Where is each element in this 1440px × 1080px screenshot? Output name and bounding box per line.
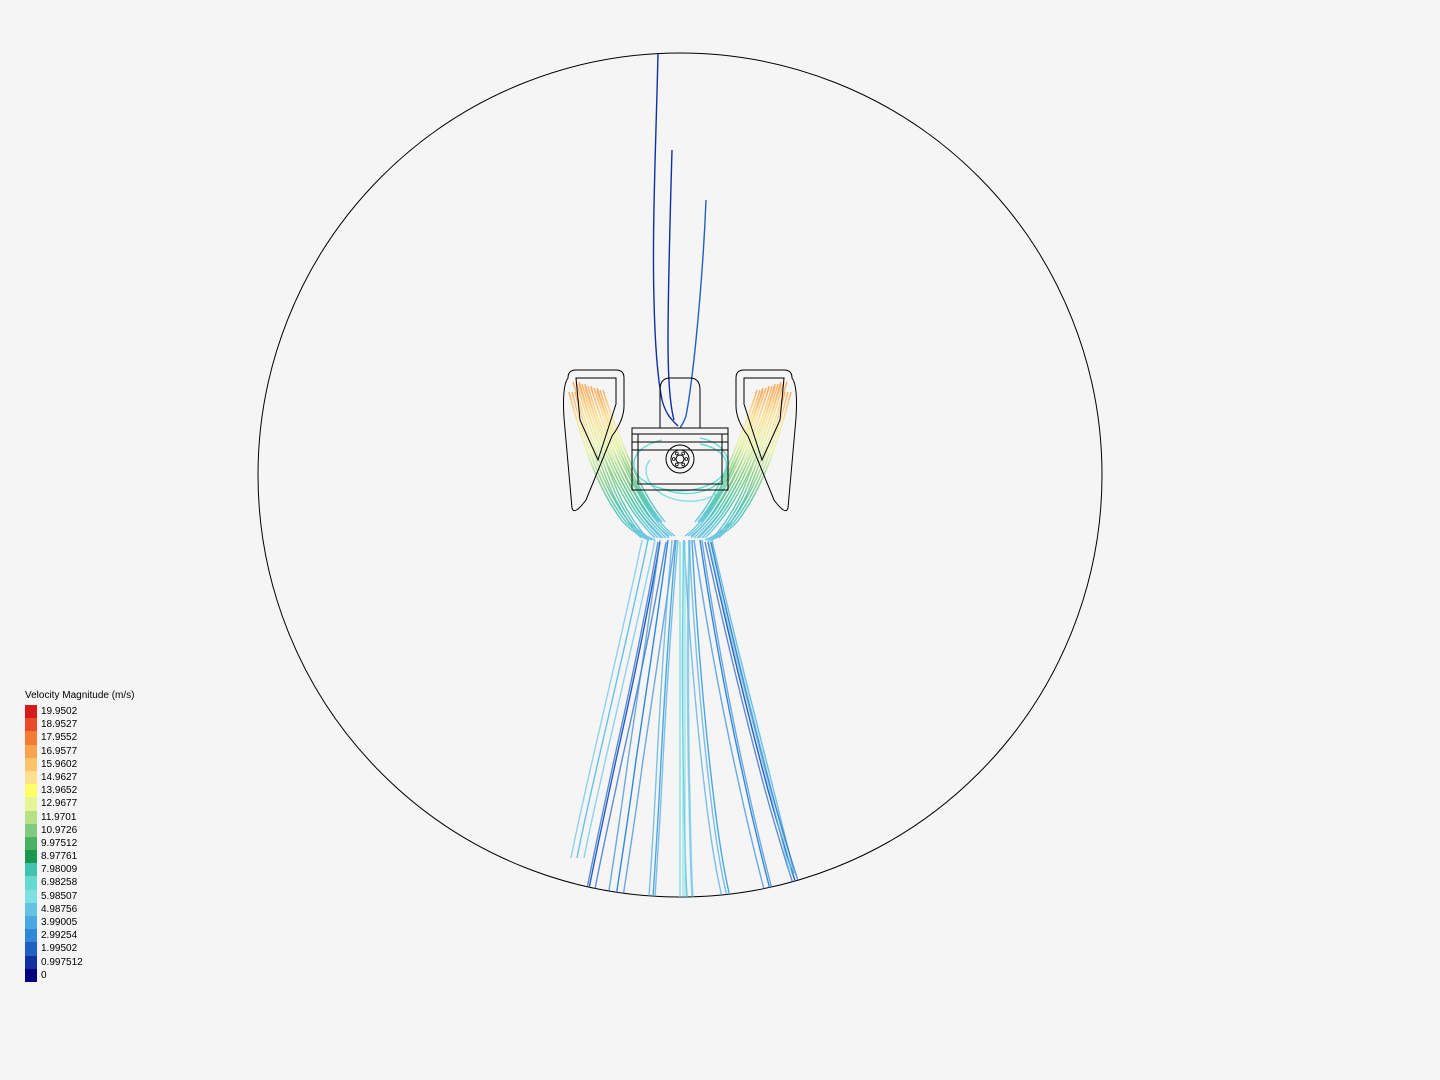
legend-swatch: [25, 705, 37, 718]
legend-row: 10.9726: [25, 824, 135, 837]
legend-row: 19.9502: [25, 705, 135, 718]
color-legend: Velocity Magnitude (m/s) 19.950218.95271…: [25, 690, 135, 982]
streamlines: [569, 54, 803, 897]
legend-swatch: [25, 745, 37, 758]
legend-row: 3.99005: [25, 916, 135, 929]
legend-swatch: [25, 837, 37, 850]
legend-swatch: [25, 969, 37, 982]
legend-label: 6.98258: [37, 876, 77, 889]
legend-row: 7.98009: [25, 863, 135, 876]
legend-row: 6.98258: [25, 876, 135, 889]
legend-swatch: [25, 916, 37, 929]
legend-label: 2.99254: [37, 929, 77, 942]
legend-label: 0.997512: [37, 956, 83, 969]
legend-label: 3.99005: [37, 916, 77, 929]
legend-swatch: [25, 890, 37, 903]
legend-swatch: [25, 718, 37, 731]
legend-label: 14.9627: [37, 771, 77, 784]
legend-row: 8.97761: [25, 850, 135, 863]
legend-label: 16.9577: [37, 745, 77, 758]
legend-row: 14.9627: [25, 771, 135, 784]
legend-row: 0.997512: [25, 956, 135, 969]
legend-row: 5.98507: [25, 890, 135, 903]
legend-label: 0: [37, 969, 47, 982]
legend-swatch: [25, 784, 37, 797]
legend-row: 4.98756: [25, 903, 135, 916]
legend-label: 12.9677: [37, 797, 77, 810]
legend-label: 18.9527: [37, 718, 77, 731]
legend-label: 19.9502: [37, 705, 77, 718]
legend-label: 1.99502: [37, 942, 77, 955]
legend-row: 0: [25, 969, 135, 982]
legend-label: 5.98507: [37, 890, 77, 903]
legend-row: 1.99502: [25, 942, 135, 955]
legend-label: 9.97512: [37, 837, 77, 850]
legend-swatch: [25, 863, 37, 876]
legend-swatch: [25, 811, 37, 824]
legend-row: 15.9602: [25, 758, 135, 771]
legend-swatch: [25, 903, 37, 916]
legend-row: 9.97512: [25, 837, 135, 850]
legend-swatch: [25, 850, 37, 863]
legend-row: 17.9552: [25, 731, 135, 744]
simulation-canvas: [0, 0, 1440, 1080]
legend-row: 16.9577: [25, 745, 135, 758]
legend-label: 8.97761: [37, 850, 77, 863]
legend-title: Velocity Magnitude (m/s): [25, 690, 135, 701]
legend-label: 15.9602: [37, 758, 77, 771]
legend-row: 18.9527: [25, 718, 135, 731]
legend-row: 12.9677: [25, 797, 135, 810]
legend-label: 4.98756: [37, 903, 77, 916]
legend-swatch: [25, 758, 37, 771]
legend-swatch: [25, 797, 37, 810]
legend-swatch: [25, 824, 37, 837]
legend-row: 2.99254: [25, 929, 135, 942]
legend-label: 7.98009: [37, 863, 77, 876]
legend-label: 10.9726: [37, 824, 77, 837]
legend-swatch: [25, 876, 37, 889]
legend-row: 11.9701: [25, 811, 135, 824]
legend-swatch: [25, 942, 37, 955]
legend-label: 11.9701: [37, 811, 76, 824]
legend-label: 13.9652: [37, 784, 77, 797]
legend-swatch: [25, 956, 37, 969]
legend-row: 13.9652: [25, 784, 135, 797]
legend-swatch: [25, 929, 37, 942]
legend-swatch: [25, 731, 37, 744]
legend-swatch: [25, 771, 37, 784]
legend-label: 17.9552: [37, 731, 77, 744]
